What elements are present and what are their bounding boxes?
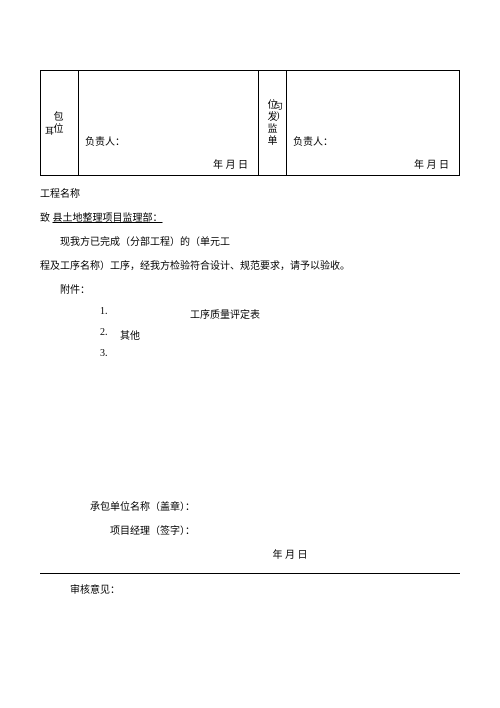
- responsible-label-left: 负责人：: [85, 133, 125, 148]
- date-left: 年 月 日: [213, 156, 248, 171]
- signature-block: 承包单位名称（盖章）： 项目经理（签字）： 年 月 日: [40, 499, 460, 565]
- review-label: 审核意见：: [40, 582, 460, 600]
- divider: [40, 573, 460, 574]
- attachment-row-2: 2. 其他: [40, 327, 460, 342]
- header-table: 耳 包位 负责人： 年 月 日 匀) 位发监单 负责人： 年 月 日: [40, 70, 460, 176]
- attachment-row-3: 3.: [40, 348, 460, 359]
- col3-cell: 匀) 位发监单: [259, 71, 287, 176]
- pm-label: 项目经理（签字）：: [40, 523, 460, 541]
- col1-main-label: 包位: [49, 111, 64, 135]
- col1-cell: 耳 包位: [41, 71, 79, 176]
- attachments-label: 附件：: [40, 282, 460, 300]
- attach-1-text: 工序质量评定表: [120, 306, 260, 321]
- project-name-label: 工程名称: [40, 186, 460, 204]
- attachment-row-1: 1. 工序质量评定表: [40, 306, 460, 321]
- recipient-underline: 县土地整理项目监理部：: [53, 213, 163, 224]
- attach-2-text: 其他: [120, 327, 140, 342]
- body-line-2: 程及工序名称）工序，经我方检验符合设计、规范要求，请予以验收。: [40, 258, 460, 276]
- col3-main-label: 位发监单: [263, 99, 278, 147]
- col4-cell: 负责人： 年 月 日: [287, 71, 460, 176]
- body-line-1: 现我方已完成（分部工程）的（单元工: [40, 234, 460, 252]
- signature-date: 年 月 日: [40, 547, 460, 565]
- attach-3-num: 3.: [40, 348, 120, 359]
- col2-cell: 负责人： 年 月 日: [79, 71, 259, 176]
- contractor-label: 承包单位名称（盖章）：: [40, 499, 460, 517]
- responsible-label-right: 负责人：: [293, 133, 333, 148]
- date-right: 年 月 日: [414, 156, 449, 171]
- attach-2-num: 2.: [40, 327, 120, 342]
- recipient-line: 致 县土地整理项目监理部：: [40, 210, 460, 228]
- attach-1-num: 1.: [40, 306, 120, 321]
